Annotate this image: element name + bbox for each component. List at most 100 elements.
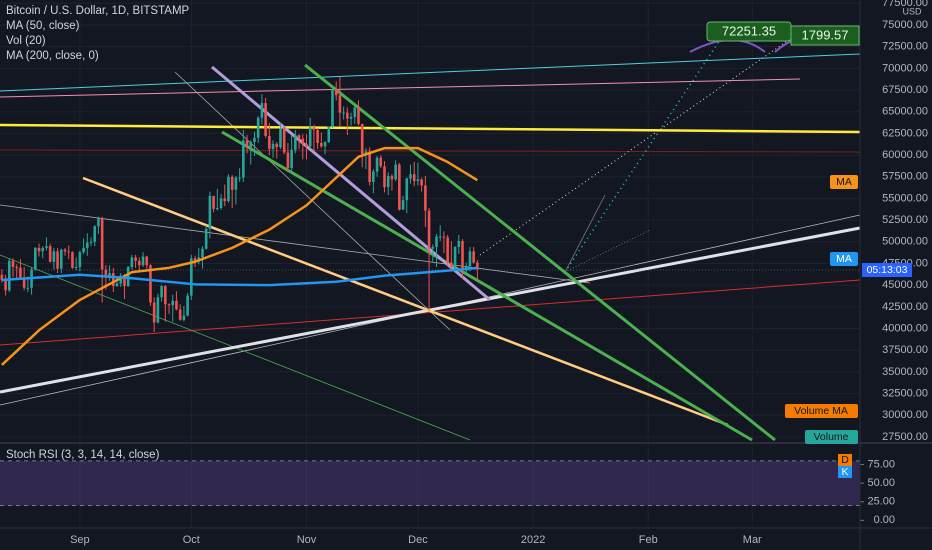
candle-body xyxy=(431,247,435,249)
candle-body xyxy=(412,174,416,182)
moving-average xyxy=(1,146,479,366)
candle-body xyxy=(386,175,390,188)
countdown-tag xyxy=(862,263,912,277)
candle-body xyxy=(420,179,423,186)
ma-tag-text: MA xyxy=(836,176,852,188)
candle-body xyxy=(167,304,171,306)
candle-body xyxy=(334,89,338,96)
candle-body xyxy=(164,286,167,305)
x-tick-label: Mar xyxy=(743,534,762,546)
candle-body xyxy=(264,103,267,136)
y-tick-label: 30000.00 xyxy=(882,409,928,421)
candle-body xyxy=(145,256,149,266)
candle-body xyxy=(438,236,442,238)
candle-body xyxy=(216,207,219,209)
candle-body xyxy=(63,249,67,252)
candle-body xyxy=(461,240,464,271)
candle-body xyxy=(190,258,193,296)
candle-body xyxy=(82,247,85,253)
candle-body xyxy=(71,252,74,268)
candle-body xyxy=(4,279,7,291)
volume-tag xyxy=(785,404,858,418)
candle-body xyxy=(41,247,45,252)
volume-tag-text: Volume xyxy=(813,431,848,443)
candle-body xyxy=(286,152,290,169)
candle-body xyxy=(427,210,431,249)
x-tick-label: Dec xyxy=(408,534,428,546)
candle-body xyxy=(156,297,160,323)
candle-body xyxy=(130,257,134,267)
candle-body xyxy=(282,128,286,153)
candle-body xyxy=(245,140,249,148)
rsi-tick-label: 75.00 xyxy=(867,458,895,470)
candle-body xyxy=(249,142,253,148)
candle-body xyxy=(468,251,472,267)
candle-body xyxy=(11,260,15,267)
candle-body xyxy=(0,274,4,280)
candle-body xyxy=(398,164,401,210)
candle-body xyxy=(294,135,297,150)
candle-body xyxy=(275,143,279,148)
trendline xyxy=(564,194,606,273)
candle-body xyxy=(7,260,11,291)
candle-body xyxy=(74,266,78,268)
candle-body xyxy=(268,135,271,150)
ma-tag xyxy=(830,252,858,266)
candle-body xyxy=(476,262,479,270)
candle-body xyxy=(97,218,100,227)
annotation-text: 72251.35 xyxy=(722,23,776,38)
candle-body xyxy=(316,129,319,143)
candle-body xyxy=(442,236,446,238)
candle-body xyxy=(108,273,111,276)
trendline xyxy=(564,229,651,273)
chart-title: Bitcoin / U.S. Dollar, 1D, BITSTAMP xyxy=(6,5,190,17)
candle-body xyxy=(152,302,156,323)
y-tick-label: 42500.00 xyxy=(882,301,928,313)
legend-d xyxy=(838,454,852,466)
candle-body xyxy=(93,226,97,242)
candle-body xyxy=(364,151,368,155)
candle-body xyxy=(405,178,409,201)
y-tick-label: 35000.00 xyxy=(882,366,928,378)
trendline xyxy=(0,53,861,92)
candle-body xyxy=(450,262,453,267)
candle-body xyxy=(175,300,178,310)
candle-body xyxy=(234,177,238,190)
y-tick-label: 77500.00 xyxy=(882,0,928,9)
candle-body xyxy=(52,251,56,262)
candle-body xyxy=(48,246,52,262)
plot xyxy=(0,77,479,366)
y-tick-label: 60000.00 xyxy=(882,149,928,161)
moving-average xyxy=(1,266,478,287)
trendline xyxy=(0,78,801,98)
candle-body xyxy=(375,157,379,172)
candle-body xyxy=(338,95,342,113)
candle-body xyxy=(141,256,145,266)
candle-body xyxy=(119,275,123,284)
candle-body xyxy=(360,123,364,155)
legend-text: D xyxy=(841,454,849,466)
indicator-label: MA (200, close, 0) xyxy=(6,50,99,62)
trendline xyxy=(0,149,861,153)
trendline xyxy=(0,123,861,134)
ma-tag xyxy=(830,175,858,189)
y-tick-label: 40000.00 xyxy=(882,322,928,334)
y-tick-label: 32500.00 xyxy=(882,388,928,400)
candle-body xyxy=(253,137,256,143)
annotation-text: 1799.57 xyxy=(802,27,849,42)
candle-body xyxy=(89,241,93,243)
trendline xyxy=(221,130,753,442)
y-tick-label: 55000.00 xyxy=(882,192,928,204)
candle-body xyxy=(409,174,412,179)
candle-body xyxy=(342,112,345,114)
rsi-tick-label: 50.00 xyxy=(867,477,895,489)
candle-body xyxy=(230,176,234,190)
candle-body xyxy=(357,107,360,124)
candle-body xyxy=(394,164,397,180)
x-tick-label: 2022 xyxy=(521,534,545,546)
candle-body xyxy=(372,171,375,182)
candle-body xyxy=(182,315,186,320)
candle-body xyxy=(383,166,386,188)
trendline xyxy=(82,176,729,427)
candle-body xyxy=(78,252,82,267)
